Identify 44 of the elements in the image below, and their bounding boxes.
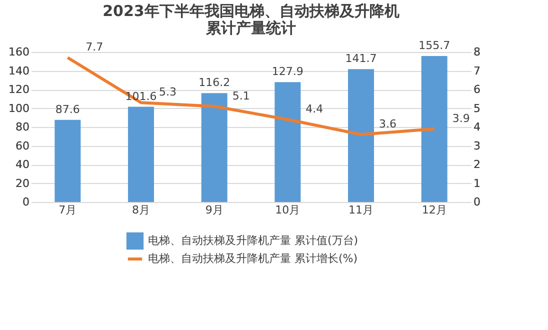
bar [201,93,228,202]
bar [54,120,81,202]
y-tick-label: 40 [16,158,30,171]
bar [421,56,448,202]
chart-title: 2023年下半年我国电梯、自动扶梯及升降机累计产量统计 [102,2,400,38]
data-label: 3.9 [452,112,470,125]
y2-tick-label: 3 [474,139,480,152]
data-label: 7.7 [86,40,104,54]
y-tick-label: 140 [8,64,30,78]
data-label: 87.6 [55,102,80,116]
x-tick-label: 11月 [348,204,374,216]
y2-tick-label: 5 [474,102,480,115]
y-tick-label: 0 [22,196,30,208]
x-tick-label: 7月 [58,204,77,216]
data-label: 4.4 [306,102,324,116]
data-label: 3.6 [379,118,396,130]
data-label: 127.9 [272,65,304,78]
y-tick-label: 80 [16,120,30,134]
y-tick-label: 20 [16,176,30,190]
x-tick-label: 8月 [132,204,150,216]
data-label: 5.1 [232,89,250,102]
data-label: 155.7 [418,39,450,52]
data-label: 116.2 [198,76,230,90]
y-tick-label: 160 [8,46,30,58]
y2-tick-label: 8 [474,46,480,58]
y2-tick-label: 2 [474,158,480,171]
data-label: 5.3 [159,86,176,99]
bar [274,82,301,202]
y-tick-label: 120 [8,83,30,96]
y2-tick-label: 1 [474,176,480,190]
bar [348,69,374,202]
legend-label: 电梯、自动扶梯及升降机产量 累计增长(%) [148,252,358,265]
y2-tick-label: 4 [474,120,480,134]
y-tick-label: 60 [16,139,30,152]
y2-tick-label: 0 [474,196,480,208]
y2-tick-label: 7 [474,64,480,78]
bar [128,106,154,202]
data-label: 141.7 [345,52,377,66]
x-tick-label: 9月 [205,204,224,216]
x-tick-label: 10月 [275,204,300,216]
y-tick-label: 100 [8,102,30,115]
x-tick-label: 12月 [422,204,447,216]
y2-tick-label: 6 [474,83,480,96]
legend-label: 电梯、自动扶梯及升降机产量 累计值(万台) [148,234,358,247]
